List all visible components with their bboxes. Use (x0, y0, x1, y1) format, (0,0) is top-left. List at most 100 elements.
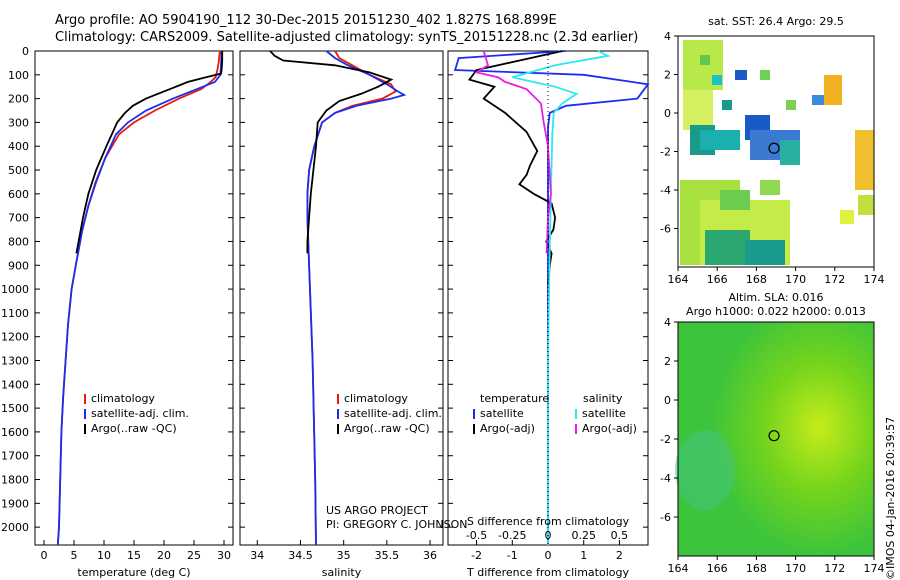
sst-pixel-block (840, 210, 854, 224)
depth-tick-label: 1000 (1, 283, 29, 296)
temperature-series-2 (75, 51, 224, 254)
temperature-xtick-label: 25 (187, 549, 201, 562)
sdiff-tick-label: 0.5 (611, 529, 629, 542)
sst_map-xtick-label: 168 (746, 273, 767, 286)
sla_map-xtick-label: 164 (668, 562, 689, 575)
sst-pixel-block (722, 100, 732, 110)
depth-tick-label: 600 (8, 188, 29, 201)
sst_map-ytick-label: 2 (664, 69, 671, 82)
temperature-xtick-label: 20 (157, 549, 171, 562)
depth-tick-label: 900 (8, 259, 29, 272)
sst-pixel-block (700, 130, 740, 150)
sdiff-tick-label: -0.5 (466, 529, 487, 542)
sla_map-xtick-label: 174 (864, 562, 885, 575)
sst_map-ytick-label: -2 (660, 146, 671, 159)
tdiff-legend-title: temperature (480, 392, 549, 405)
sst_map-ytick-label: 4 (664, 30, 671, 43)
depth-tick-label: 1400 (1, 378, 29, 391)
sdiff-tick-label: 0.25 (571, 529, 596, 542)
header-line2: Climatology: CARS2009. Satellite-adjuste… (55, 30, 639, 45)
depth-tick-label: 1500 (1, 402, 29, 415)
sst_map-xtick-label: 172 (824, 273, 845, 286)
tdiff-tick-label: -1 (507, 549, 518, 562)
sst-pixel-block (705, 230, 750, 265)
sst_map-ytick-label: 0 (664, 107, 671, 120)
sla_map-ytick-label: 0 (664, 394, 671, 407)
temperature-series-0 (56, 50, 221, 546)
sst-pixel-block (858, 195, 874, 215)
sst_map-xtick-label: 174 (864, 273, 885, 286)
depth-tick-label: 1200 (1, 331, 29, 344)
temperature-xlabel: temperature (deg C) (77, 566, 190, 579)
temperature-legend-label: Argo(..raw -QC) (91, 422, 177, 435)
sla_map-xtick-label: 170 (785, 562, 806, 575)
depth-tick-label: 2000 (1, 521, 29, 534)
tdiff-tick-label: 2 (616, 549, 623, 562)
sla_map-ytick-label: -6 (660, 511, 671, 524)
salinity-xlabel: salinity (322, 566, 362, 579)
tdiff-tick-label: 1 (580, 549, 587, 562)
sst-pixel-block (683, 90, 713, 130)
sst-pixel-block (760, 70, 770, 80)
depth-tick-label: 1300 (1, 354, 29, 367)
sla-map-title-2: Argo h1000: 0.022 h2000: 0.013 (686, 305, 866, 318)
sst_map-argo-marker (768, 142, 780, 154)
salinity-xtick-label: 35 (337, 549, 351, 562)
sst_map-ytick-label: -6 (660, 223, 671, 236)
sst-pixel-block (824, 75, 842, 105)
sst_map-ytick-label: -4 (660, 184, 671, 197)
sla_map-argo-marker (768, 430, 780, 442)
depth-tick-label: 1600 (1, 426, 29, 439)
temperature-legend-label: satellite-adj. clim. (91, 407, 189, 420)
depth-tick-label: 1800 (1, 474, 29, 487)
sst-pixel-block (745, 240, 785, 265)
sst-pixel-block (780, 140, 800, 165)
depth-tick-label: 1100 (1, 307, 29, 320)
sst-pixel-block (760, 180, 780, 195)
sla_map-xtick-label: 172 (824, 562, 845, 575)
depth-tick-label: 800 (8, 235, 29, 248)
differences-series-0 (453, 50, 650, 545)
salinity-legend-label: climatology (344, 392, 408, 405)
sst-pixel-block (720, 190, 750, 210)
salinity-series-1 (306, 50, 407, 546)
sst-map-title: sat. SST: 26.4 Argo: 29.5 (708, 15, 844, 28)
sla_map-ytick-label: 2 (664, 355, 671, 368)
salinity-legend-label: Argo(..raw -QC) (344, 422, 430, 435)
sdiff-tick-label: -0.25 (498, 529, 526, 542)
depth-tick-label: 1900 (1, 497, 29, 510)
sla-low-patch (675, 430, 735, 510)
sla_map-ytick-label: -4 (660, 472, 671, 485)
temperature-series-1 (56, 50, 223, 546)
sdiff-legend-label: satellite (582, 407, 626, 420)
salinity-xtick-label: 34 (250, 549, 264, 562)
sdiff-xlabel: S difference from climatology (467, 515, 630, 528)
salinity-frame (239, 50, 444, 546)
salinity-xtick-label: 34.5 (288, 549, 313, 562)
sla_map-ytick-label: 4 (664, 316, 671, 329)
sst-pixel-block (812, 95, 824, 105)
depth-tick-label: 400 (8, 140, 29, 153)
tdiff-legend-label: Argo(-adj) (480, 422, 535, 435)
depth-tick-label: 300 (8, 116, 29, 129)
depth-tick-label: 700 (8, 212, 29, 225)
differences-series-2 (512, 50, 611, 545)
depth-tick-label: 0 (22, 45, 29, 58)
depth-tick-label: 500 (8, 164, 29, 177)
salinity-series-2 (269, 50, 394, 254)
tdiff-xlabel: T difference from climatology (466, 566, 629, 579)
depth-tick-label: 1700 (1, 450, 29, 463)
temperature-xtick-label: 30 (217, 549, 231, 562)
credit-pi: PI: GREGORY C. JOHNSON (326, 518, 468, 531)
sst-pixel-block (735, 70, 747, 80)
sst-pixel-block (712, 75, 722, 85)
sst_map-xtick-label: 166 (707, 273, 728, 286)
tdiff-tick-label: 0 (545, 549, 552, 562)
temperature-xtick-label: 0 (41, 549, 48, 562)
salinity-xtick-label: 35.5 (375, 549, 400, 562)
credit-project: US ARGO PROJECT (326, 504, 428, 517)
sla_map-xtick-label: 168 (746, 562, 767, 575)
temperature-xtick-label: 5 (71, 549, 78, 562)
header-line1: Argo profile: AO 5904190_112 30-Dec-2015… (55, 13, 557, 28)
